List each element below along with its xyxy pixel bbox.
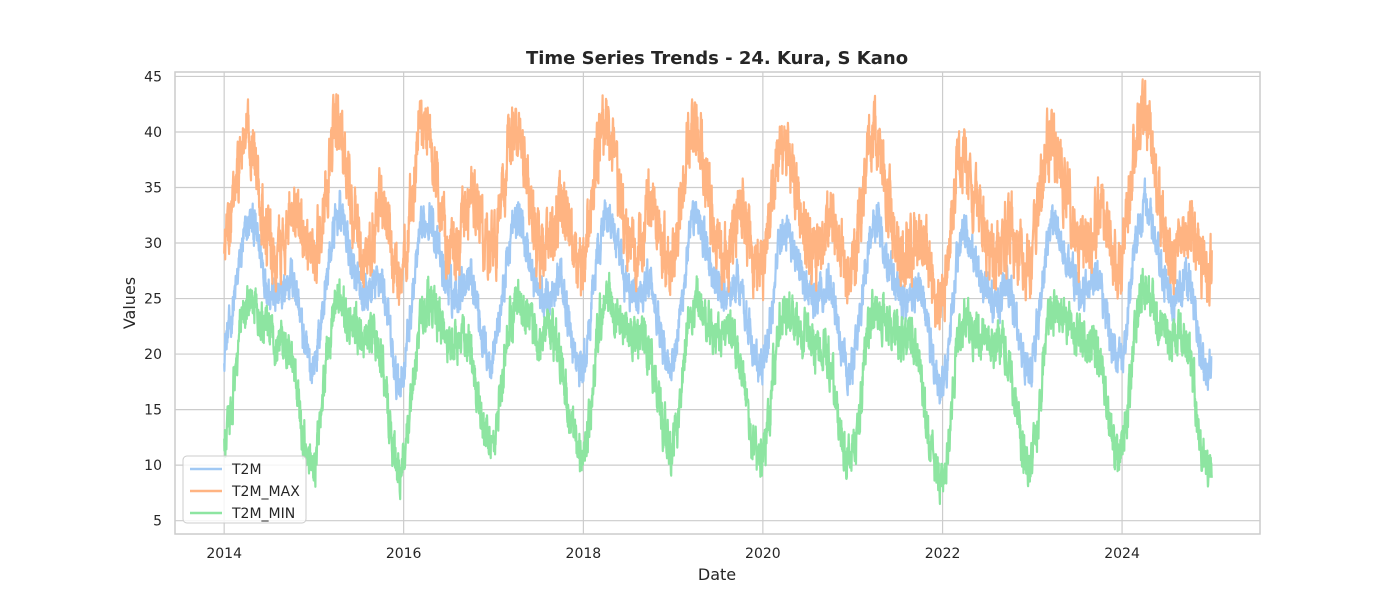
x-tick-label: 2024 bbox=[1104, 546, 1140, 562]
x-tick-label: 2016 bbox=[386, 546, 422, 562]
legend-box bbox=[182, 455, 307, 524]
y-tick-label: 25 bbox=[144, 292, 162, 308]
y-tick-label: 10 bbox=[144, 458, 162, 474]
x-tick-label: 2020 bbox=[745, 546, 781, 562]
x-axis-label: Date bbox=[698, 565, 736, 584]
legend-label: T2M_MAX bbox=[231, 484, 300, 500]
y-tick-label: 30 bbox=[144, 236, 162, 252]
y-tick-label: 5 bbox=[153, 514, 162, 530]
y-tick-label: 15 bbox=[144, 403, 162, 419]
series-line-t2m bbox=[223, 177, 1213, 405]
y-tick-label: 45 bbox=[144, 69, 162, 85]
y-tick-label: 35 bbox=[144, 181, 162, 197]
series-line-t2m-max bbox=[223, 78, 1213, 331]
y-axis-label: Values bbox=[120, 277, 139, 329]
x-tick-label: 2022 bbox=[925, 546, 961, 562]
y-tick-label: 40 bbox=[144, 125, 162, 141]
x-axis-ticks: 2014 2016 2018 2020 2022 2024 bbox=[206, 546, 1140, 562]
series-group bbox=[223, 78, 1213, 506]
series-line-t2m-min bbox=[223, 267, 1213, 506]
y-axis-ticks: 5 10 15 20 25 30 35 40 45 bbox=[144, 69, 162, 529]
y-tick-label: 20 bbox=[144, 347, 162, 363]
plot-frame bbox=[174, 71, 1261, 535]
chart-title: Time Series Trends - 24. Kura, S Kano bbox=[526, 48, 908, 69]
legend-label: T2M bbox=[231, 462, 262, 478]
legend: T2M T2M_MAX T2M_MIN bbox=[182, 455, 307, 524]
x-tick-label: 2018 bbox=[566, 546, 602, 562]
legend-label: T2M_MIN bbox=[231, 506, 295, 522]
x-tick-label: 2014 bbox=[206, 546, 242, 562]
